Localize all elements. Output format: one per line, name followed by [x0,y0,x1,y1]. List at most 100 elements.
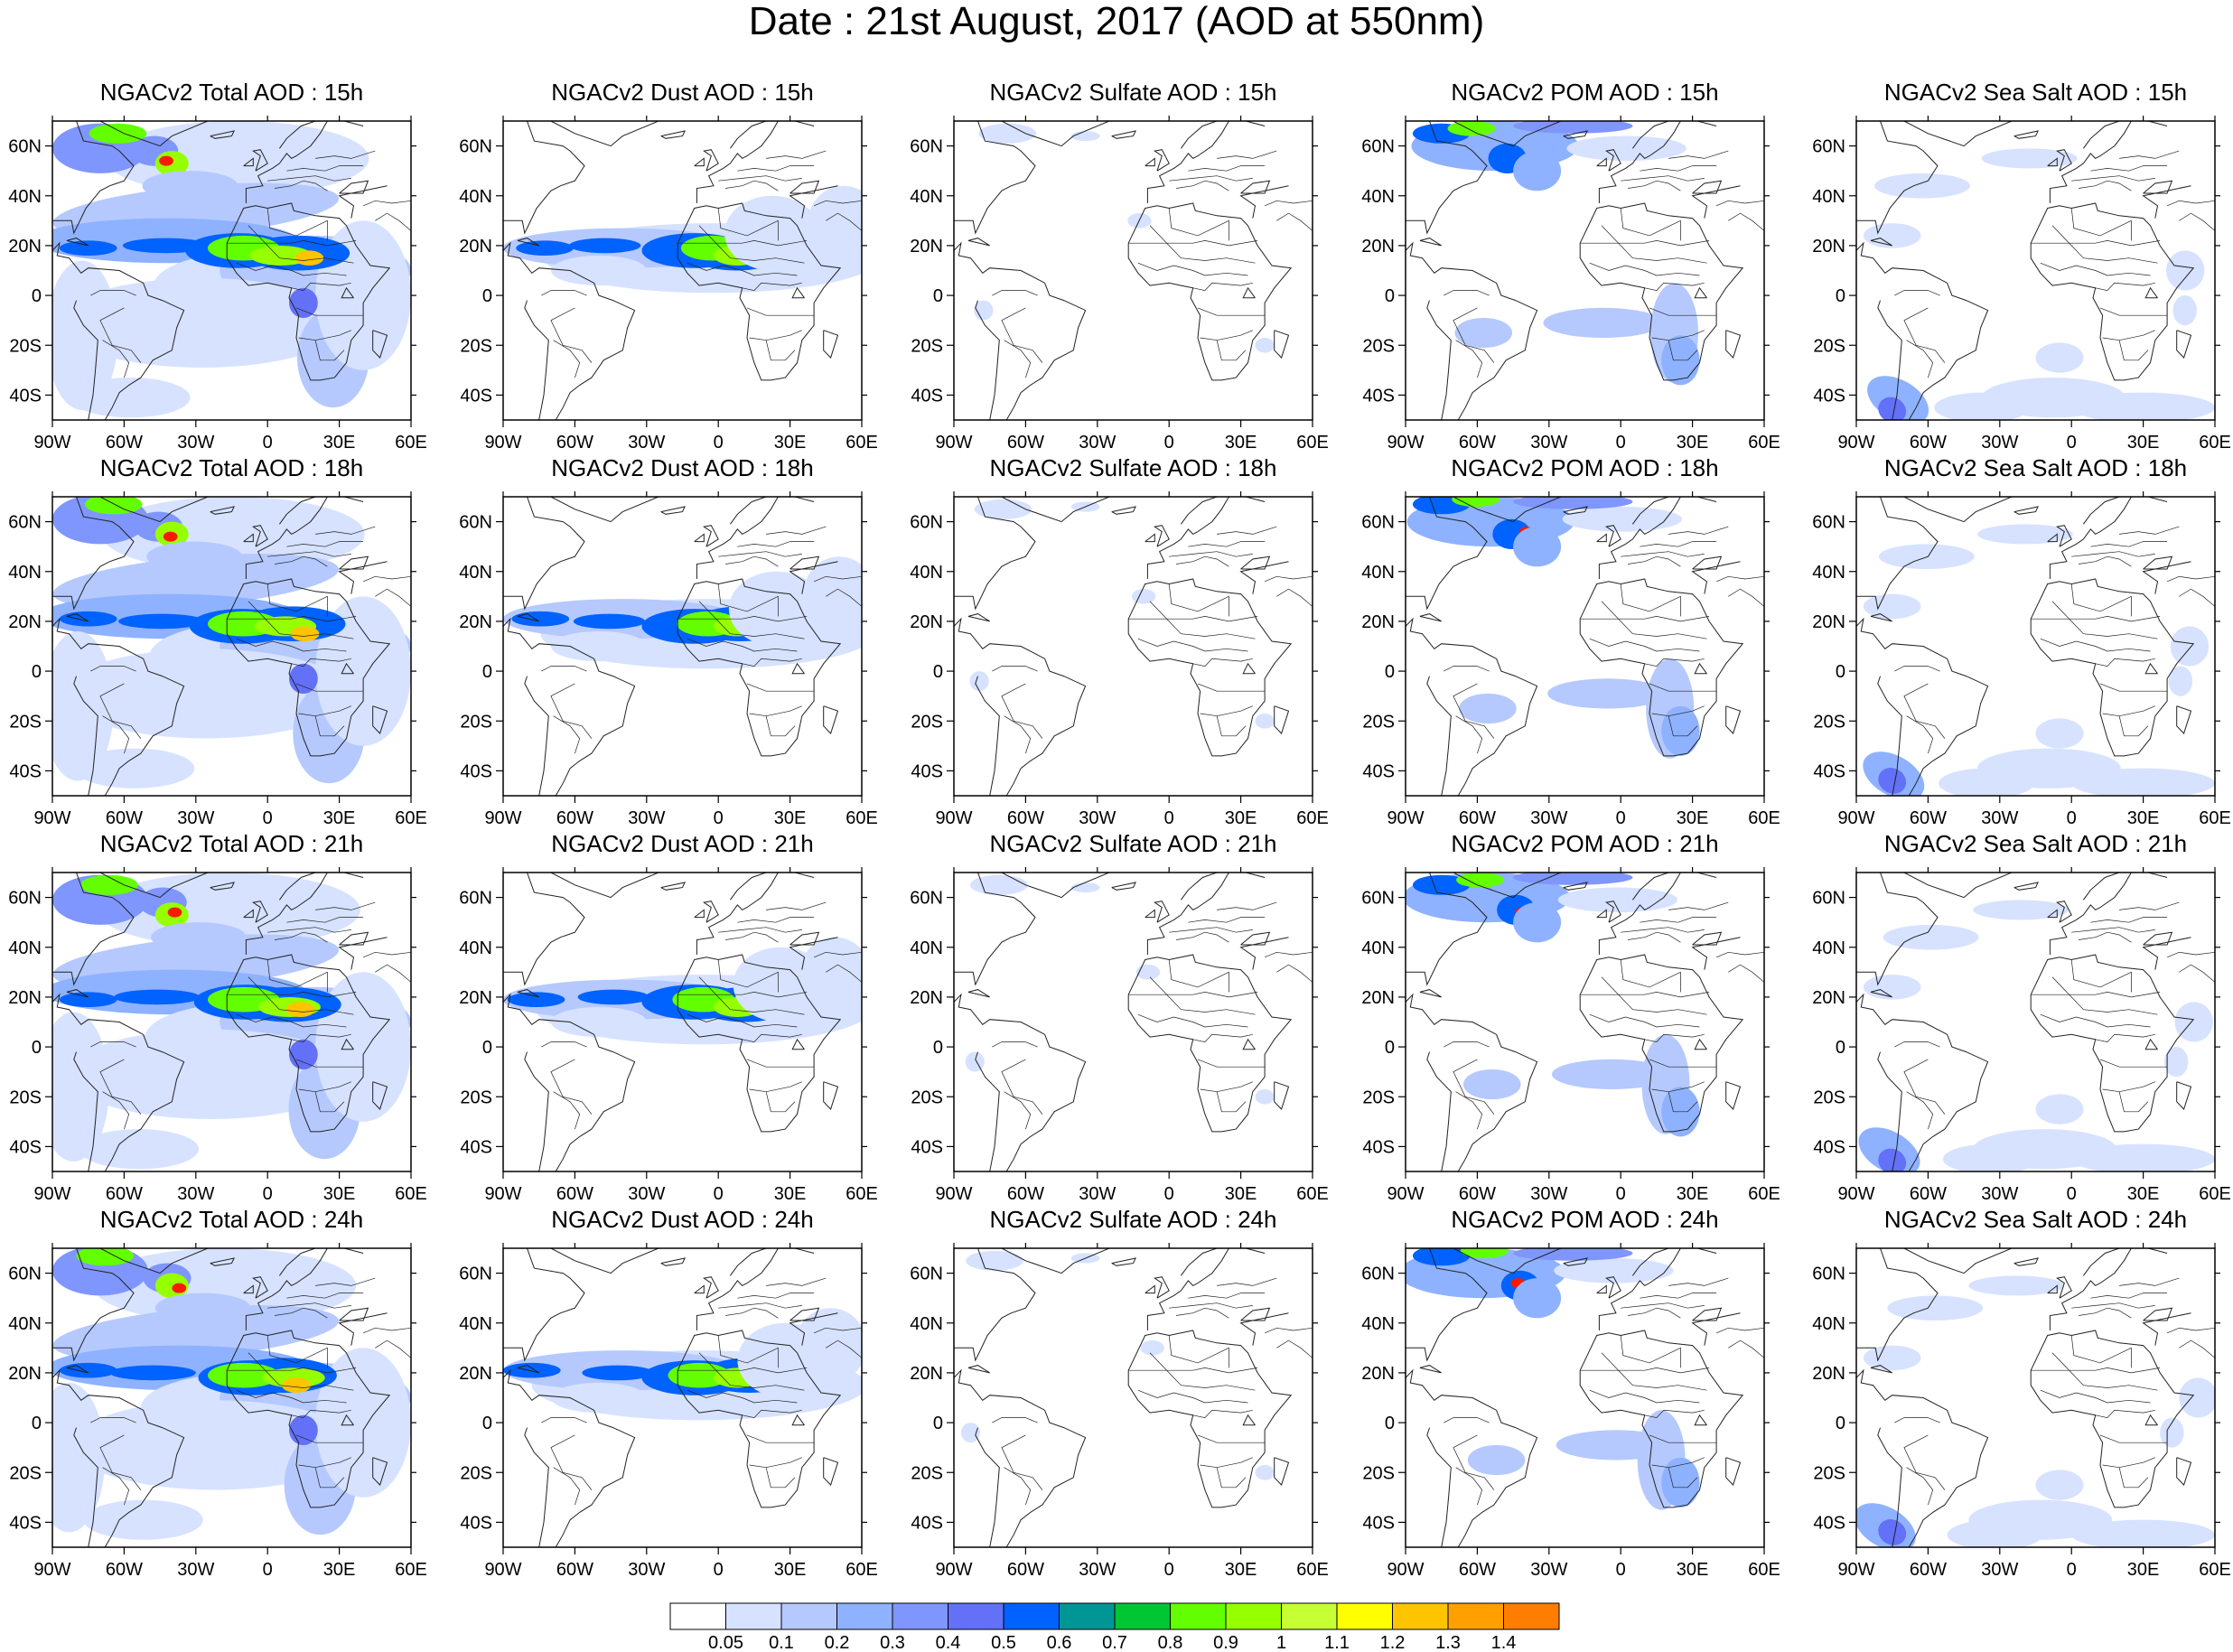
border [2070,208,2132,241]
coastline [2013,506,2039,515]
border [2118,715,2149,737]
x-tick-label: 60W [1459,808,1496,828]
coastline [1870,238,1892,247]
y-tick-label: 20N [1361,237,1395,257]
y-tick-label: 20N [1812,237,1845,257]
border [102,340,130,378]
coastline [1426,1051,1452,1171]
y-tick-label: 40S [911,1513,943,1533]
border [718,551,802,557]
coastline [791,662,805,675]
coastline [550,1248,659,1274]
coastline [243,157,254,167]
map-frame [502,1247,863,1548]
aod-region [799,937,862,1013]
border [1192,658,1253,667]
border [717,959,779,993]
border [553,715,581,754]
aod-region [85,497,143,515]
y-tick-label: 40S [460,386,492,406]
map-frame [1855,1247,2216,1548]
coastline [52,241,185,420]
coastline [252,149,268,172]
y-tick-label: 60N [459,137,492,157]
coastline [967,613,990,622]
coastline [52,121,135,235]
x-tick-label: 60W [1910,1184,1947,1204]
coastline [2144,1038,2158,1050]
coastline [2013,130,2039,139]
map-frame [1855,120,2216,421]
y-tick-label: 20N [8,612,42,632]
x-tick-label: 60W [556,808,593,828]
x-tick-label: 0 [263,1560,273,1580]
coastline [789,180,820,194]
border [813,951,862,958]
aod-region [1513,527,1562,567]
coastline [1406,241,1538,420]
coastline [1579,954,1744,1133]
border [2179,964,2215,983]
border [1628,1307,1681,1319]
coastline [1856,873,1939,986]
map-frame [51,120,412,421]
aod-region [146,541,243,572]
border [102,1467,130,1506]
coastline [1453,497,1562,523]
x-tick-label: 0 [714,808,724,828]
border [1149,601,1256,639]
border [1276,1339,1313,1358]
border [992,1417,1038,1423]
aod-map: 90W 60W 30W 0 30E 60E 60N 40N 20N 0 20S 40S [459,116,878,453]
colorbar-label: 1 [1276,1633,1286,1652]
map-frame [502,120,863,421]
coastline [52,873,135,986]
border [2051,1352,2158,1391]
x-tick-label: 60E [846,1184,878,1204]
aod-region [1981,148,2078,169]
map-frame [1405,1247,1765,1548]
border [1137,1389,1248,1404]
coastline [2176,705,2192,734]
coastline [1631,121,1717,149]
coastline [503,121,585,235]
border [2166,200,2215,207]
border [1216,1091,1247,1113]
coastline [660,1257,686,1266]
coastline [278,1248,364,1276]
x-tick-label: 60E [395,433,427,453]
y-tick-label: 60N [1361,1265,1395,1284]
coastline [52,497,135,611]
border [1444,1041,1490,1048]
coastline [1579,202,1744,381]
border [2179,588,2215,607]
x-tick-label: 90W [935,1560,972,1580]
coastline [1001,1248,1110,1274]
x-tick-label: 60W [556,1560,593,1580]
x-tick-label: 90W [1837,1560,1874,1580]
coastline [1563,1257,1588,1266]
coastline [677,202,842,381]
coastline [341,662,354,675]
y-tick-label: 20N [1812,988,1845,1008]
coastline [1725,1081,1742,1110]
border [1589,262,1700,276]
map-frame [953,496,1313,797]
panel-title: NGACv2 POM AOD : 18h [1451,454,1719,481]
border [2031,240,2161,247]
border [1455,340,1483,378]
border [2102,330,2155,341]
coastline [245,873,328,955]
coastline [339,1307,369,1321]
coastline [245,1248,328,1330]
coastline [1001,497,1110,523]
border [742,658,802,667]
border [1651,705,1705,717]
y-tick-label: 20S [1362,1087,1395,1107]
aod-region [2071,1143,2215,1171]
coastline [660,130,686,139]
border [1589,1389,1700,1404]
border [1264,1327,1313,1334]
aod-region [569,238,641,254]
border [362,575,411,583]
